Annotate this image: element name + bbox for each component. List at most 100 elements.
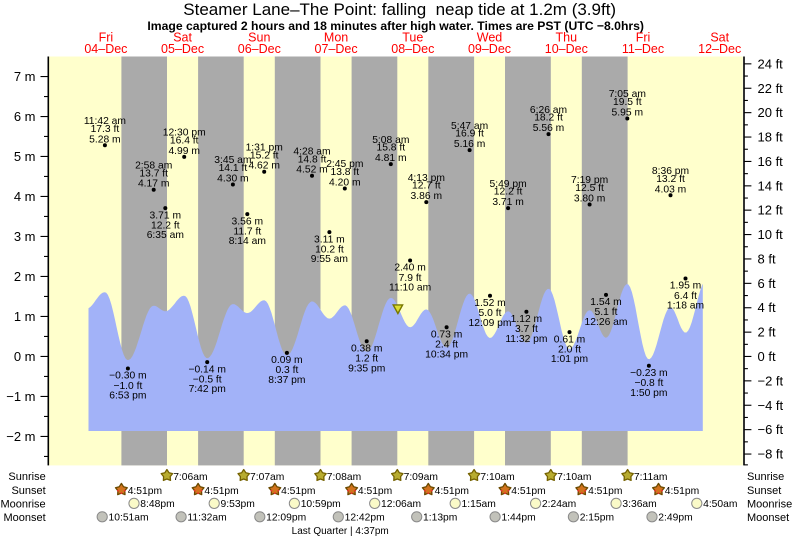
- svg-text:22 ft: 22 ft: [758, 81, 784, 96]
- svg-text:12:42pm: 12:42pm: [345, 513, 385, 524]
- svg-text:8 ft: 8 ft: [758, 252, 776, 267]
- svg-text:7:09am: 7:09am: [404, 472, 438, 483]
- svg-text:1.52 m: 1.52 m: [474, 298, 505, 309]
- svg-text:8:48pm: 8:48pm: [140, 499, 174, 510]
- svg-text:3.7 ft: 3.7 ft: [515, 324, 538, 335]
- svg-text:5 m: 5 m: [14, 149, 36, 164]
- svg-text:1:18 am: 1:18 am: [667, 301, 704, 312]
- svg-text:−0.8 ft: −0.8 ft: [634, 378, 663, 389]
- svg-text:6:26 am: 6:26 am: [530, 105, 567, 116]
- svg-text:18 ft: 18 ft: [758, 130, 784, 145]
- svg-text:12.2 ft: 12.2 ft: [151, 220, 180, 231]
- svg-text:5.16 m: 5.16 m: [454, 139, 485, 150]
- svg-text:18.2 ft: 18.2 ft: [534, 113, 563, 124]
- svg-text:3.71 m: 3.71 m: [150, 210, 181, 221]
- svg-text:Mon: Mon: [324, 31, 348, 45]
- svg-text:1:50 pm: 1:50 pm: [630, 388, 667, 399]
- svg-text:16.4 ft: 16.4 ft: [170, 136, 199, 147]
- svg-text:5:47 am: 5:47 am: [451, 121, 488, 132]
- svg-text:4.03 m: 4.03 m: [655, 184, 686, 195]
- svg-text:2:58 am: 2:58 am: [135, 160, 172, 171]
- svg-text:7:07am: 7:07am: [250, 472, 284, 483]
- svg-text:15.2 ft: 15.2 ft: [250, 150, 279, 161]
- svg-text:10–Dec: 10–Dec: [545, 42, 588, 56]
- svg-text:Sunset: Sunset: [11, 485, 45, 497]
- svg-text:7:10am: 7:10am: [480, 472, 514, 483]
- svg-text:4:13 pm: 4:13 pm: [408, 173, 445, 184]
- svg-text:4.99 m: 4.99 m: [168, 146, 199, 157]
- svg-text:9:55 am: 9:55 am: [311, 254, 348, 265]
- svg-text:3:36am: 3:36am: [622, 499, 656, 510]
- svg-text:0.73 m: 0.73 m: [431, 330, 462, 341]
- svg-text:9:35 pm: 9:35 pm: [348, 363, 385, 374]
- svg-text:0.3 ft: 0.3 ft: [275, 365, 298, 376]
- svg-text:7:08am: 7:08am: [327, 472, 361, 483]
- svg-text:7:05 am: 7:05 am: [609, 89, 646, 100]
- svg-text:10:51am: 10:51am: [109, 513, 149, 524]
- svg-text:7:42 pm: 7:42 pm: [189, 384, 226, 395]
- svg-text:3:45 am: 3:45 am: [214, 155, 251, 166]
- svg-text:4:51pm: 4:51pm: [204, 486, 238, 497]
- svg-text:−0.14 m: −0.14 m: [188, 364, 226, 375]
- svg-text:12.7 ft: 12.7 ft: [412, 181, 441, 192]
- svg-text:−2 ft: −2 ft: [758, 373, 784, 388]
- svg-text:4:50am: 4:50am: [703, 499, 737, 510]
- svg-text:4:51pm: 4:51pm: [588, 486, 622, 497]
- svg-text:1 m: 1 m: [14, 309, 36, 324]
- svg-text:4.62 m: 4.62 m: [248, 161, 279, 172]
- svg-text:7:10am: 7:10am: [557, 472, 591, 483]
- svg-text:14.1 ft: 14.1 ft: [219, 163, 248, 174]
- svg-text:10:59pm: 10:59pm: [301, 499, 341, 510]
- svg-text:05–Dec: 05–Dec: [161, 42, 204, 56]
- svg-text:6:53 pm: 6:53 pm: [109, 391, 146, 402]
- svg-text:12.2 ft: 12.2 ft: [494, 187, 523, 198]
- svg-text:06–Dec: 06–Dec: [238, 42, 281, 56]
- svg-text:3.80 m: 3.80 m: [574, 194, 605, 205]
- svg-text:3.71 m: 3.71 m: [492, 197, 523, 208]
- svg-text:11:42 am: 11:42 am: [84, 116, 126, 127]
- svg-text:4.17 m: 4.17 m: [138, 179, 169, 190]
- svg-text:5.1 ft: 5.1 ft: [595, 307, 618, 318]
- svg-text:5.56 m: 5.56 m: [533, 123, 564, 134]
- svg-text:Tue: Tue: [402, 31, 423, 45]
- svg-text:2 ft: 2 ft: [758, 325, 776, 340]
- svg-text:15.8 ft: 15.8 ft: [376, 143, 405, 154]
- svg-text:4.20 m: 4.20 m: [329, 178, 360, 189]
- svg-text:1.54 m: 1.54 m: [590, 297, 621, 308]
- svg-text:12:06am: 12:06am: [381, 499, 421, 510]
- svg-text:−6 ft: −6 ft: [758, 422, 784, 437]
- svg-text:4:51pm: 4:51pm: [281, 486, 315, 497]
- svg-text:Image captured 2 hours and 18: Image captured 2 hours and 18 minutes af…: [147, 19, 644, 33]
- svg-text:1:15am: 1:15am: [462, 499, 496, 510]
- svg-text:10:34 pm: 10:34 pm: [425, 349, 468, 360]
- svg-text:12.5 ft: 12.5 ft: [575, 183, 604, 194]
- svg-text:7:11am: 7:11am: [634, 472, 668, 483]
- svg-text:20 ft: 20 ft: [758, 105, 784, 120]
- svg-text:4 ft: 4 ft: [758, 300, 776, 315]
- svg-text:09–Dec: 09–Dec: [468, 42, 511, 56]
- svg-text:Moonset: Moonset: [3, 512, 45, 524]
- svg-text:6.4 ft: 6.4 ft: [674, 291, 697, 302]
- svg-text:4:51pm: 4:51pm: [435, 486, 469, 497]
- svg-text:Sun: Sun: [248, 31, 270, 45]
- svg-text:13.7 ft: 13.7 ft: [139, 168, 168, 179]
- svg-text:2.4 ft: 2.4 ft: [435, 340, 458, 351]
- svg-text:12:09 pm: 12:09 pm: [469, 318, 512, 329]
- svg-text:1:44pm: 1:44pm: [501, 513, 535, 524]
- svg-text:8:36 pm: 8:36 pm: [652, 166, 689, 177]
- svg-text:12:26 am: 12:26 am: [585, 317, 628, 328]
- svg-text:5:49 pm: 5:49 pm: [489, 179, 526, 190]
- svg-text:1.95 m: 1.95 m: [670, 281, 701, 292]
- svg-text:Fri: Fri: [636, 31, 651, 45]
- svg-text:−8 ft: −8 ft: [758, 447, 784, 462]
- svg-text:5.95 m: 5.95 m: [612, 108, 643, 119]
- svg-text:Sat: Sat: [173, 31, 192, 45]
- svg-text:11–Dec: 11–Dec: [622, 42, 664, 56]
- svg-text:−1.0 ft: −1.0 ft: [113, 381, 142, 392]
- svg-text:2:15pm: 2:15pm: [580, 513, 614, 524]
- svg-text:10.2 ft: 10.2 ft: [315, 244, 344, 255]
- svg-text:Sunset: Sunset: [747, 485, 781, 497]
- svg-text:2.0 ft: 2.0 ft: [558, 344, 581, 355]
- svg-text:12:30 pm: 12:30 pm: [163, 128, 206, 139]
- svg-text:1:01 pm: 1:01 pm: [551, 354, 588, 365]
